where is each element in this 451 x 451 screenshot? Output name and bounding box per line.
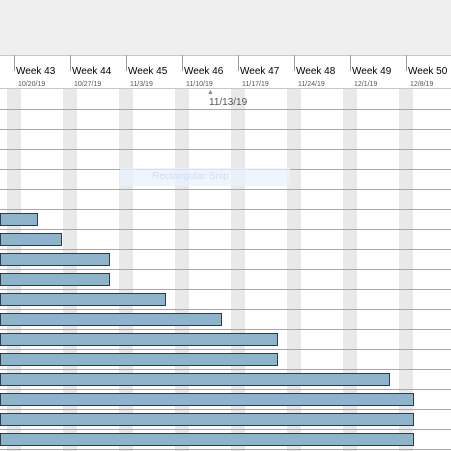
week-label: Week 45 xyxy=(128,66,168,77)
week-date: 11/17/19 xyxy=(242,81,269,88)
task-bar[interactable] xyxy=(0,233,62,246)
row-gridline xyxy=(0,449,451,450)
row-gridline xyxy=(0,129,451,130)
rectangular-snip-overlay: Rectangular Snip xyxy=(120,168,290,186)
task-bar[interactable] xyxy=(0,273,110,286)
timeline-header: Week 43 10/20/19 Week 44 10/27/19 Week 45 11/… xyxy=(0,55,451,89)
snip-label: Rectangular Snip xyxy=(152,171,229,182)
row-gridline xyxy=(0,249,451,250)
row-gridline xyxy=(0,229,451,230)
week-date: 10/27/19 xyxy=(74,81,102,88)
today-marker-icon: ▲ xyxy=(207,89,214,96)
task-bar[interactable] xyxy=(0,433,414,446)
weekend-stripe xyxy=(399,89,413,451)
task-bar[interactable] xyxy=(0,313,222,326)
row-gridline xyxy=(0,409,451,410)
row-gridline xyxy=(0,109,451,110)
task-bar[interactable] xyxy=(0,393,414,406)
row-gridline xyxy=(0,389,451,390)
week-divider xyxy=(182,55,183,71)
row-gridline xyxy=(0,369,451,370)
week-date: 12/1/19 xyxy=(354,81,378,88)
row-gridline xyxy=(0,149,451,150)
task-bar[interactable] xyxy=(0,213,38,226)
week-divider xyxy=(238,55,239,71)
task-bar[interactable] xyxy=(0,353,278,366)
week-label: Week 47 xyxy=(240,66,280,77)
row-gridline xyxy=(0,189,451,190)
weekend-stripe xyxy=(343,89,357,451)
week-label: Week 46 xyxy=(184,66,224,77)
week-date: 10/20/19 xyxy=(18,81,46,88)
task-bar[interactable] xyxy=(0,413,414,426)
week-divider xyxy=(406,55,407,71)
row-gridline xyxy=(0,269,451,270)
week-label: Week 50 xyxy=(408,66,448,77)
week-date: 11/24/19 xyxy=(298,81,325,88)
week-label: Week 48 xyxy=(296,66,336,77)
toolbar-area xyxy=(0,0,451,55)
task-bar[interactable] xyxy=(0,373,390,386)
task-bar[interactable] xyxy=(0,333,278,346)
row-gridline xyxy=(0,289,451,290)
week-label: Week 43 xyxy=(16,66,56,77)
week-divider xyxy=(350,55,351,71)
week-date: 11/3/19 xyxy=(130,81,153,88)
week-label: Week 49 xyxy=(352,66,392,77)
week-date: 12/8/19 xyxy=(410,81,434,88)
week-date: 11/10/19 xyxy=(186,81,213,88)
today-date: 11/13/19 xyxy=(209,97,248,108)
row-gridline xyxy=(0,329,451,330)
task-bar[interactable] xyxy=(0,293,166,306)
week-divider xyxy=(126,55,127,71)
row-gridline xyxy=(0,349,451,350)
week-label: Week 44 xyxy=(72,66,112,77)
weekend-stripe xyxy=(287,89,301,451)
row-gridline xyxy=(0,429,451,430)
task-bar[interactable] xyxy=(0,253,110,266)
row-gridline xyxy=(0,309,451,310)
week-divider xyxy=(294,55,295,71)
row-gridline xyxy=(0,209,451,210)
week-divider xyxy=(70,55,71,71)
week-divider xyxy=(14,55,15,71)
